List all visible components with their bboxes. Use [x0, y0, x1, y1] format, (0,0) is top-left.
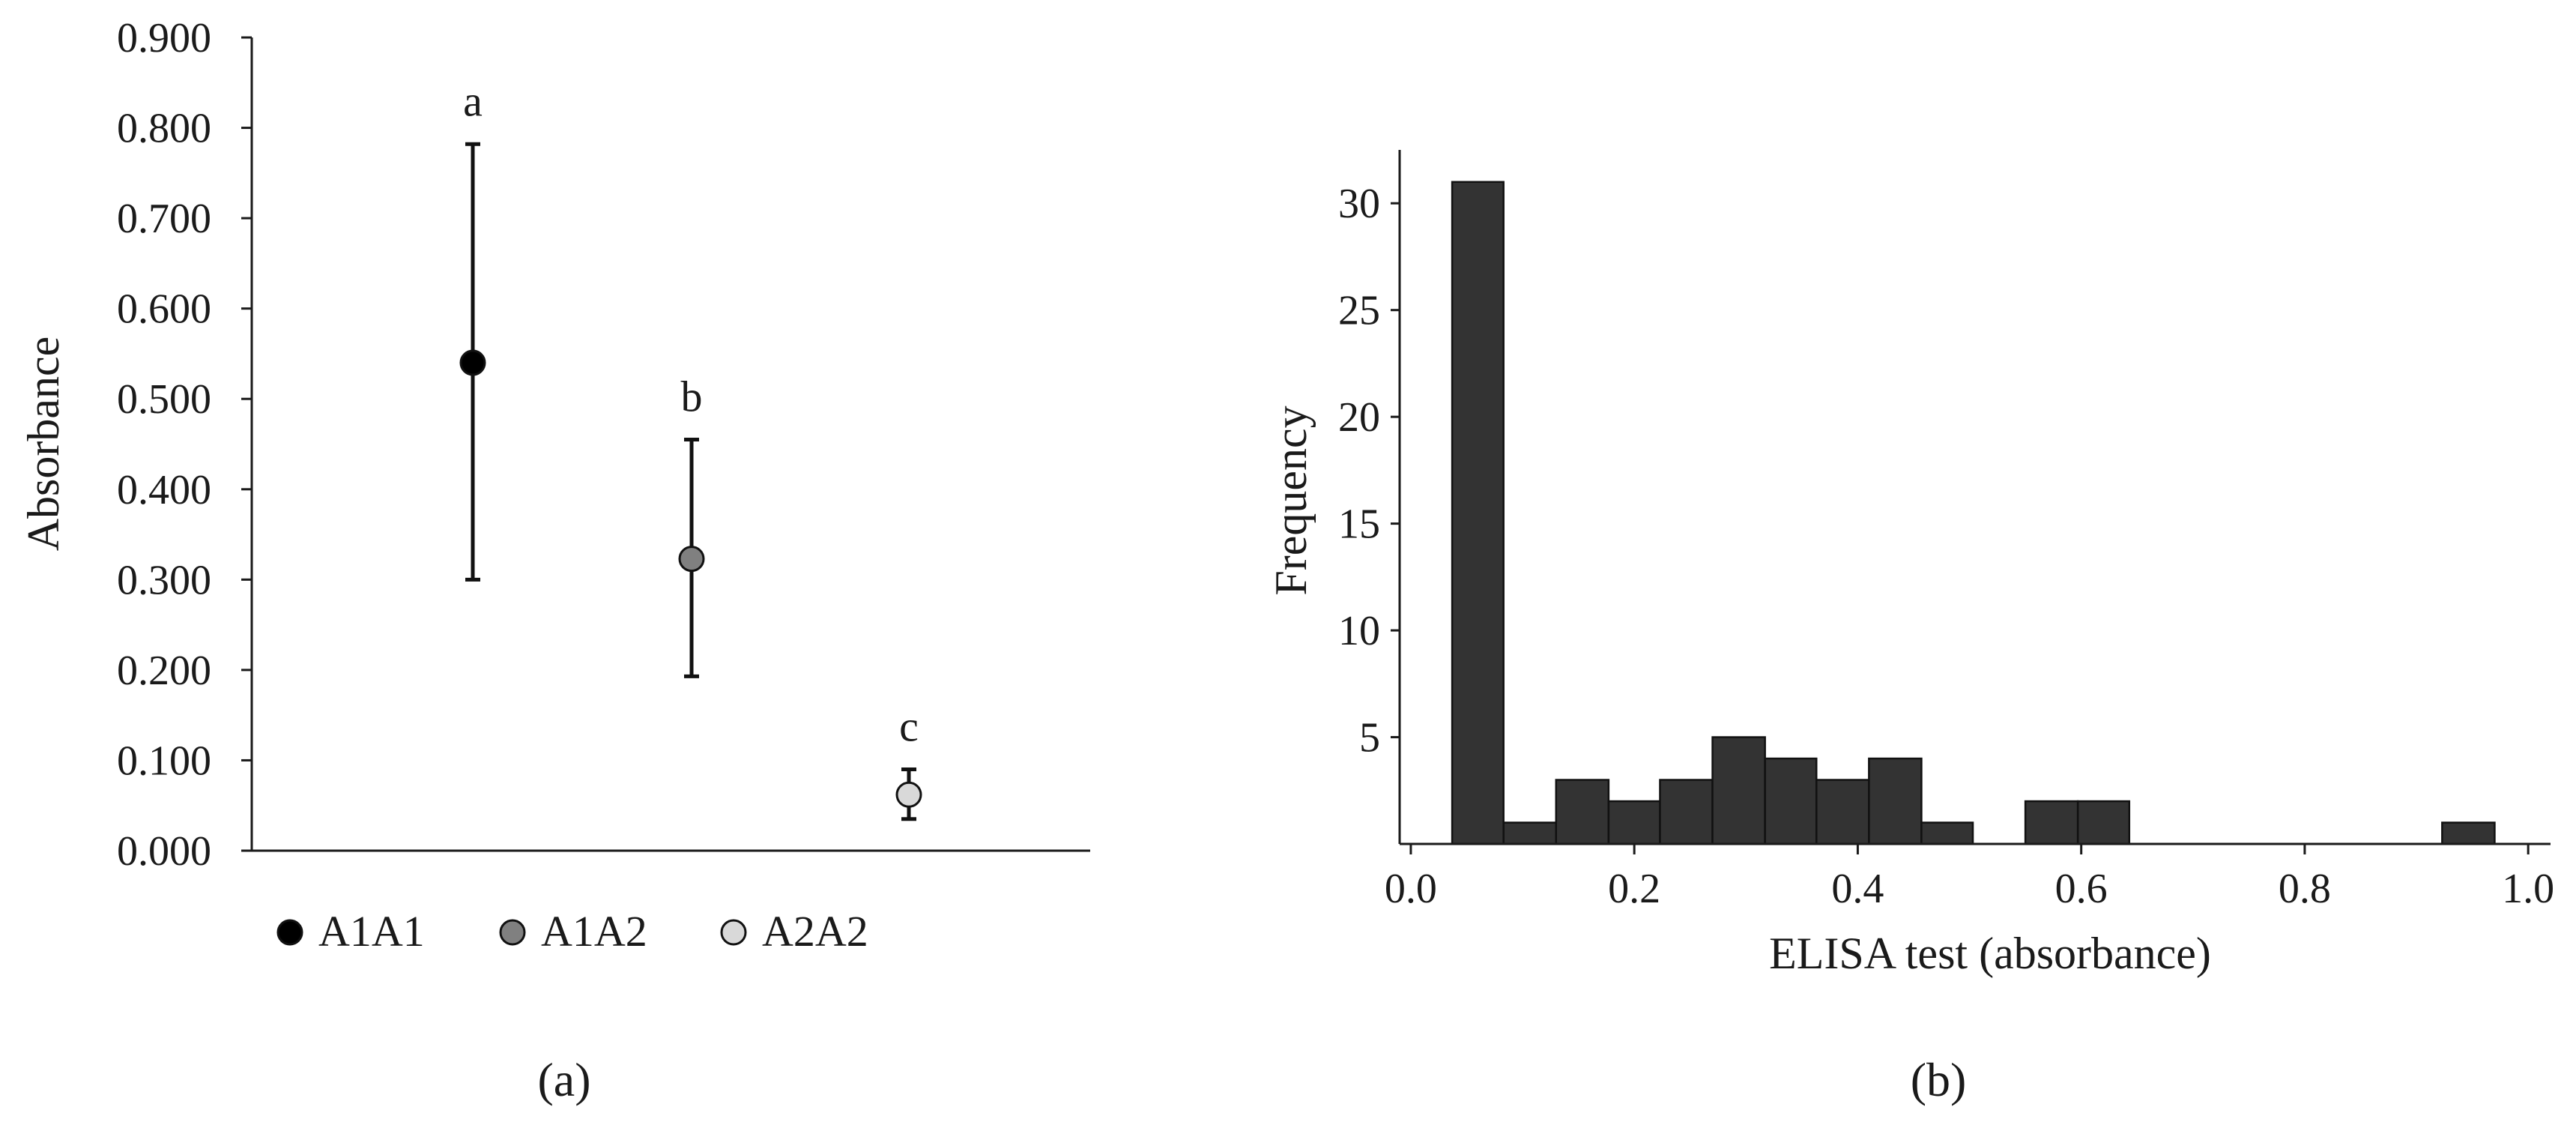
panel-b-x-tick-label: 0.6 — [2055, 866, 2108, 912]
legend-swatch — [720, 919, 747, 946]
panel-a-y-tick-label: 0.500 — [117, 376, 211, 423]
panel-a-y-tick-label: 0.400 — [117, 467, 211, 513]
histogram-bar — [1920, 821, 1974, 845]
panel-b-y-tick-label: 25 — [1338, 288, 1380, 334]
legend-swatch — [499, 919, 526, 946]
panel-a-point-a1a1: a — [459, 76, 486, 582]
histogram-bar — [1555, 779, 1610, 845]
histogram-bar — [1502, 821, 1558, 845]
panel-a-y-tick-label: 0.600 — [117, 286, 211, 333]
panel-b-chart: 5 10 15 20 25 30 0.0 0.2 0.4 0.6 0.8 1.0 Frequency… — [1266, 150, 2554, 1106]
mean-marker — [459, 349, 486, 376]
panel-b-y-tick-label: 5 — [1359, 715, 1380, 761]
panel-b-y-tick-label: 30 — [1338, 181, 1380, 227]
panel-a-y-tick-label: 0.000 — [117, 828, 211, 875]
legend-label: A1A2 — [541, 907, 647, 956]
panel-b-y-tick-label: 10 — [1338, 608, 1380, 654]
histogram-bar — [2441, 821, 2496, 845]
panel-a-label: (a) — [537, 1053, 590, 1106]
histogram-bar — [1711, 736, 1766, 845]
panel-b-x-axis-title: ELISA test (absorbance) — [1769, 929, 2211, 978]
panel-a-y-tick-label: 0.700 — [117, 196, 211, 242]
panel-b-x-tick-label: 0.8 — [2279, 866, 2331, 912]
histogram-bar — [1659, 779, 1714, 845]
mean-marker — [895, 781, 922, 808]
histogram-bar — [2024, 800, 2079, 845]
panel-a-y-tick-label: 0.900 — [117, 15, 211, 61]
histogram-bar — [1607, 800, 1661, 845]
legend-swatch — [276, 919, 303, 946]
panel-b-x-tick-label: 1.0 — [2502, 866, 2554, 912]
panel-b-y-axis-ticks: 5 10 15 20 25 30 — [1338, 181, 1400, 761]
significance-letter: b — [681, 372, 703, 420]
legend-label: A1A1 — [318, 907, 425, 956]
panel-a-y-axis-title: Absorbance — [19, 337, 68, 552]
panel-b-x-tick-label: 0.4 — [1831, 866, 1884, 912]
histogram-bar — [1764, 757, 1818, 845]
panel-b-y-axis-title: Frequency — [1266, 405, 1316, 595]
panel-b-x-tick-label: 0.2 — [1608, 866, 1660, 912]
panel-b-x-tick-label: 0.0 — [1385, 866, 1437, 912]
panel-a-point-a2a2: c — [895, 702, 922, 821]
panel-a-y-tick-label: 0.100 — [117, 738, 211, 784]
histogram-bar — [1868, 757, 1923, 845]
legend-label: A2A2 — [762, 907, 868, 956]
panel-b-label: (b) — [1911, 1053, 1967, 1106]
histogram-bar — [1815, 779, 1870, 845]
panel-a-legend: A1A1 A1A2 A2A2 — [276, 907, 868, 956]
significance-letter: c — [899, 702, 919, 751]
panel-b-y-tick-label: 15 — [1338, 501, 1380, 548]
panel-a-chart: 0.000 0.100 0.200 0.300 0.400 0.500 0.600 0.700… — [19, 15, 1090, 1106]
panel-a-points: a b c — [459, 76, 922, 821]
legend-item-a2a2: A2A2 — [720, 907, 868, 956]
panel-a-y-tick-label: 0.800 — [117, 106, 211, 152]
panel-a-y-tick-label: 0.300 — [117, 557, 211, 603]
legend-item-a1a1: A1A1 — [276, 907, 425, 956]
panel-b-x-axis-ticks: 0.0 0.2 0.4 0.6 0.8 1.0 — [1385, 844, 2554, 912]
mean-marker — [678, 546, 705, 573]
panel-a-y-tick-label: 0.200 — [117, 648, 211, 694]
significance-letter: a — [463, 76, 483, 125]
panel-a-point-a1a2: b — [678, 372, 705, 678]
panel-a-y-axis-ticks: 0.000 0.100 0.200 0.300 0.400 0.500 0.600 0.700… — [117, 15, 252, 875]
panel-b-y-tick-label: 20 — [1338, 394, 1380, 441]
panel-b-histogram-bars — [1451, 181, 2496, 845]
histogram-bar — [2076, 800, 2131, 845]
histogram-bar — [1451, 181, 1505, 845]
legend-item-a1a2: A1A2 — [499, 907, 647, 956]
